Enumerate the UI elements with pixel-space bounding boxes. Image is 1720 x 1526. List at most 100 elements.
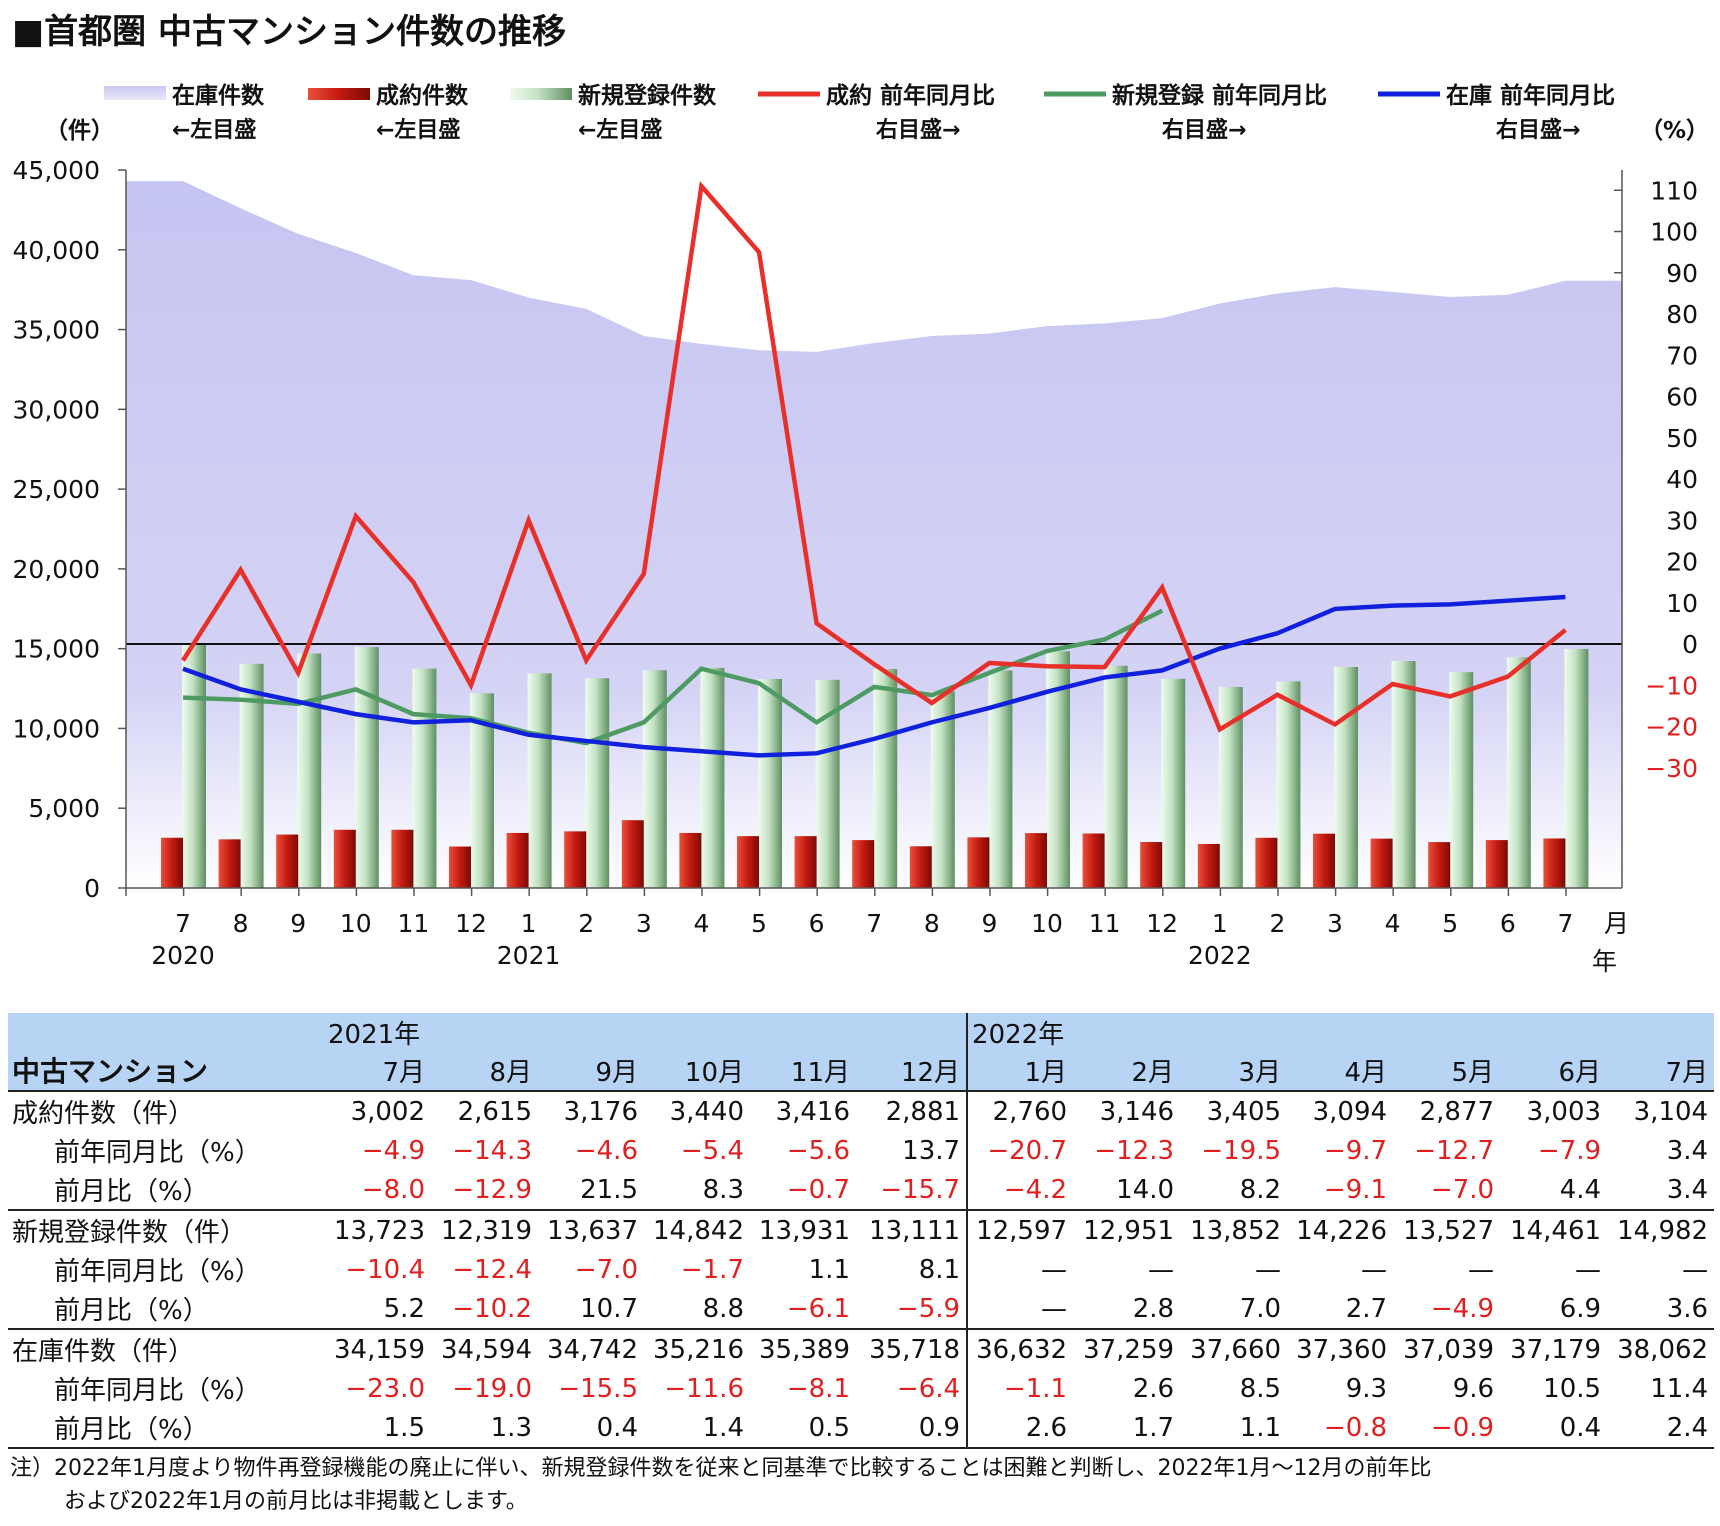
left-axis-tick-label: 35,000 bbox=[13, 316, 100, 345]
new-listings-bar bbox=[239, 663, 264, 888]
table-cell: −0.7 bbox=[786, 1174, 850, 1205]
table-cell: 1.1 bbox=[1180, 1408, 1288, 1449]
legend-entry-axis-note: ←左目盛 bbox=[376, 117, 460, 143]
new-listings-bar bbox=[1276, 681, 1301, 888]
table-cell: 3.6 bbox=[1666, 1293, 1709, 1324]
table-cell: −5.4 bbox=[680, 1135, 744, 1166]
new-listings-bar bbox=[1564, 648, 1589, 888]
right-axis-tick-label: 60 bbox=[1666, 383, 1698, 412]
table-cell: 13,723 bbox=[324, 1209, 431, 1250]
table-cell: 3,146 bbox=[1099, 1096, 1175, 1127]
x-axis-month-label: 4 bbox=[1385, 909, 1401, 938]
table-cell: −0.9 bbox=[1393, 1408, 1501, 1449]
new-listings-bar bbox=[297, 653, 322, 888]
table-cell: 3,104 bbox=[1633, 1096, 1709, 1127]
left-axis-tick-label: 40,000 bbox=[13, 236, 100, 265]
table-cell: 13,111 bbox=[856, 1209, 968, 1250]
table-cell: — bbox=[1468, 1254, 1495, 1285]
table-cell: — bbox=[1255, 1254, 1282, 1285]
table-row-label: 成約件数（件） bbox=[12, 1099, 195, 1129]
new-listings-bar bbox=[585, 678, 610, 888]
x-axis-month-label: 3 bbox=[636, 909, 652, 938]
new-listings-bar bbox=[873, 669, 898, 888]
table-month-header: 8月 bbox=[431, 1051, 538, 1092]
table-cell: 10.5 bbox=[1543, 1373, 1602, 1404]
table-cell: 38,062 bbox=[1607, 1328, 1715, 1369]
left-axis-tick-label: 10,000 bbox=[13, 714, 100, 743]
contracts-yoy-line bbox=[181, 180, 1567, 733]
x-axis-month-label: 7 bbox=[1557, 909, 1573, 938]
contracts-bar bbox=[391, 829, 414, 888]
table-cell: −9.7 bbox=[1323, 1135, 1388, 1166]
table-cell: −0.8 bbox=[1287, 1408, 1394, 1449]
left-axis-tick-label: 45,000 bbox=[13, 156, 100, 185]
table-cell: — bbox=[1682, 1254, 1709, 1285]
right-axis-tick-label: 110 bbox=[1650, 176, 1698, 205]
left-axis: （件） 0 5,000 10,000 15,000 20,000 25,000 30,000 3… bbox=[13, 117, 126, 903]
table-cell: 1.4 bbox=[644, 1408, 750, 1449]
new-listings-bar bbox=[700, 667, 725, 888]
legend-entry-axis-note: 右目盛→ bbox=[1162, 117, 1246, 143]
table-cell: 37,660 bbox=[1180, 1328, 1288, 1369]
new-listings-bar bbox=[527, 673, 552, 888]
table-cell: −6.1 bbox=[786, 1293, 850, 1324]
table-cell: −12.4 bbox=[452, 1254, 532, 1285]
table-cell: 14,982 bbox=[1607, 1209, 1715, 1250]
contracts-bar bbox=[276, 834, 299, 888]
right-axis-tick-label: 10 bbox=[1666, 589, 1698, 618]
table-row-label: 前年同月比（%） bbox=[54, 1138, 261, 1168]
x-axis-month-label: 6 bbox=[1500, 909, 1516, 938]
legend-entry-label: 成約 前年同月比 bbox=[826, 82, 995, 109]
table-cell: 2.6 bbox=[1132, 1373, 1175, 1404]
new-listings-bar bbox=[1391, 661, 1416, 888]
table-cell: 12,597 bbox=[966, 1209, 1074, 1250]
left-axis-tick-label: 20,000 bbox=[13, 555, 100, 584]
x-axis-month-label: 9 bbox=[290, 909, 306, 938]
table-cell: 13,931 bbox=[750, 1209, 856, 1250]
x-axis-month-label: 10 bbox=[340, 909, 372, 938]
table-cell: 2,760 bbox=[966, 1091, 1074, 1131]
new-listings-bar bbox=[1103, 665, 1128, 888]
new-listings-bar bbox=[758, 678, 782, 888]
table-cell: 2.6 bbox=[966, 1408, 1074, 1449]
inventory-yoy-line bbox=[182, 594, 1566, 758]
table-cell: 14,842 bbox=[644, 1209, 750, 1250]
table-cell: 0.5 bbox=[750, 1408, 856, 1449]
table-year-2021: 2021年 bbox=[324, 1013, 968, 1051]
table-row: 前年同月比（%） −10.4 −12.4 −7.0 −1.7 1.1 8.1— — — — — — — bbox=[8, 1250, 1714, 1289]
contracts-bar bbox=[218, 839, 241, 888]
legend-entry-axis-note: 右目盛→ bbox=[1496, 117, 1580, 143]
x-axis-month-label: 5 bbox=[1442, 909, 1458, 938]
table-cell: 8.8 bbox=[702, 1293, 744, 1324]
new-listings-bar bbox=[1334, 666, 1358, 888]
table-cell: 3,094 bbox=[1312, 1096, 1388, 1127]
plot-frame bbox=[125, 170, 1623, 896]
right-axis-tick-label: 80 bbox=[1666, 300, 1698, 329]
table-cell: 37,259 bbox=[1073, 1328, 1181, 1369]
table-cell: 2.8 bbox=[1132, 1293, 1175, 1324]
table-cell: 34,159 bbox=[324, 1328, 431, 1369]
table-cell: −15.5 bbox=[558, 1373, 638, 1404]
table-cell: 8.5 bbox=[1239, 1373, 1282, 1404]
contracts-bar bbox=[909, 846, 932, 888]
legend-entry-label: 在庫 前年同月比 bbox=[1446, 82, 1615, 109]
table-cell: −14.3 bbox=[452, 1135, 532, 1166]
table-cell: −8.1 bbox=[786, 1373, 850, 1404]
x-axis-month-label: 12 bbox=[455, 909, 487, 938]
table-corner-label: 中古マンション bbox=[8, 1013, 324, 1092]
table-cell: 3,440 bbox=[669, 1096, 744, 1127]
table-row-label: 前年同月比（%） bbox=[54, 1376, 261, 1406]
right-axis-tick-label: 50 bbox=[1666, 424, 1698, 453]
table-cell: 34,594 bbox=[431, 1328, 538, 1369]
table-cell: — bbox=[1148, 1254, 1175, 1285]
contracts-bar bbox=[794, 836, 817, 888]
x-axis-month-label: 9 bbox=[981, 909, 997, 938]
table-month-header: 7月 bbox=[324, 1051, 431, 1092]
table-row-label: 前月比（%） bbox=[8, 1408, 324, 1449]
table-row: 前月比（%） −8.0 −12.9 21.5 8.3 −0.7 −15.7 −4.2 14.0 8… bbox=[8, 1170, 1714, 1210]
table-cell: 34,742 bbox=[538, 1328, 644, 1369]
table-month-header: 10月 bbox=[644, 1051, 750, 1092]
